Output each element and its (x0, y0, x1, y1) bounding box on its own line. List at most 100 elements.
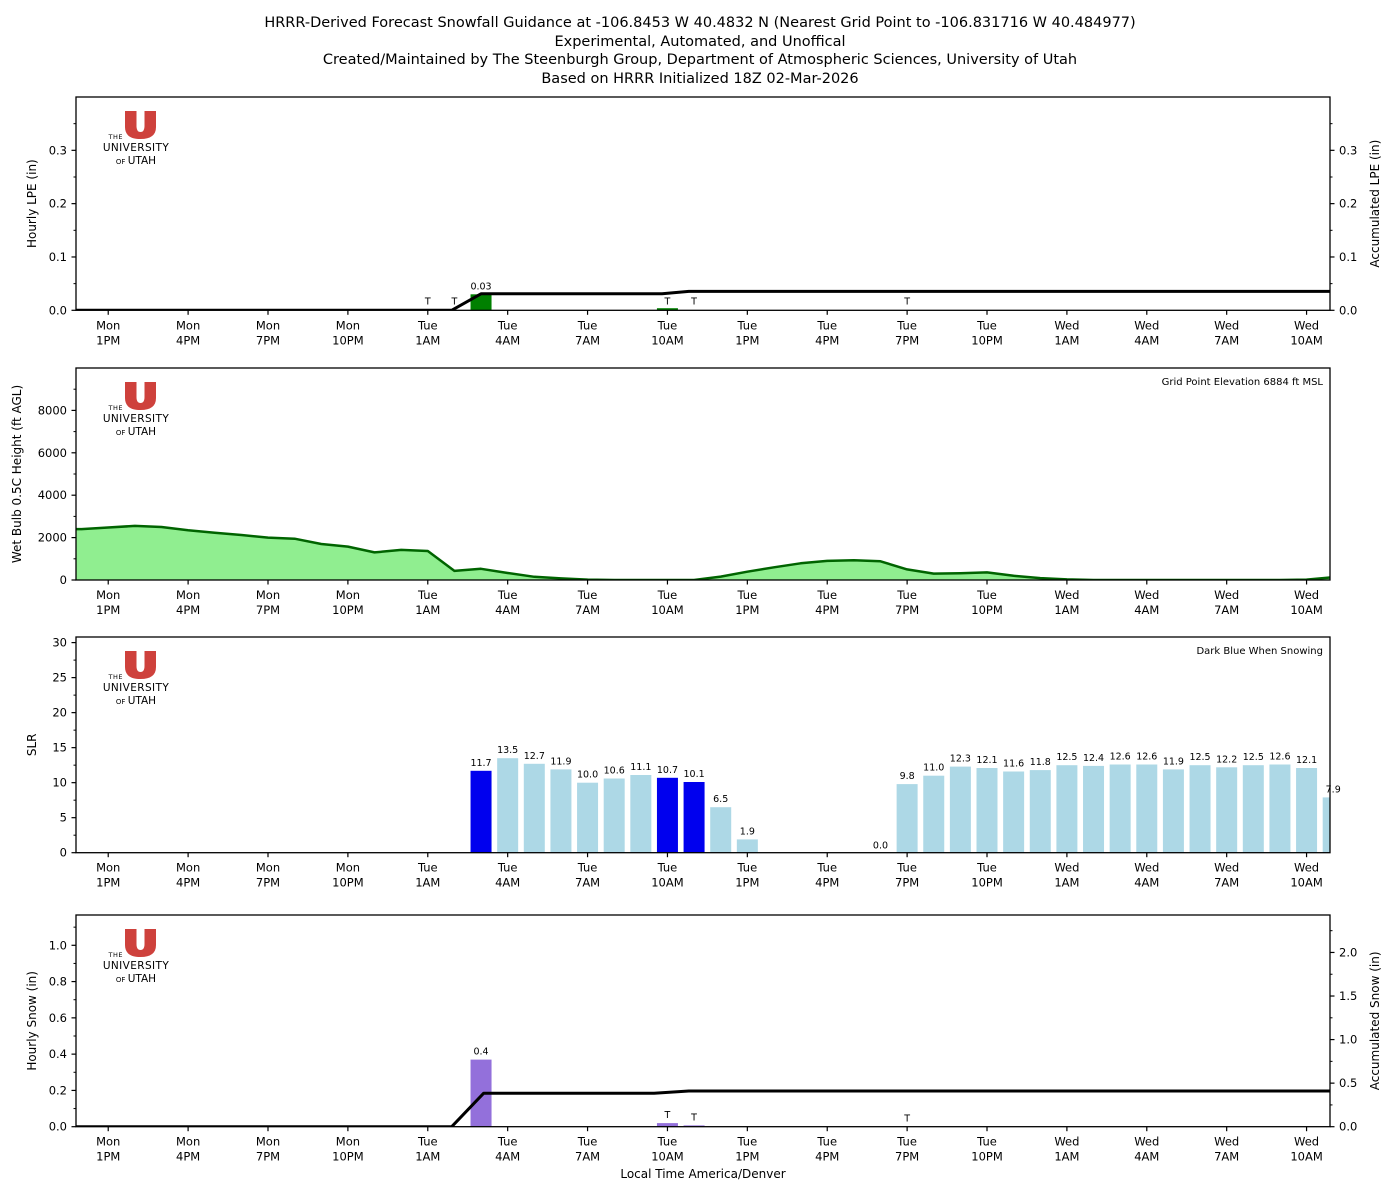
plot-area-hourly-lpe (76, 289, 1330, 311)
bar-slr-h25 (736, 839, 758, 853)
bar-label: T (690, 1112, 697, 1123)
x-tick-time: 1AM (415, 1150, 440, 1164)
wet-bulb-line (76, 524, 1330, 580)
bar-slr-h47 (1322, 797, 1330, 853)
x-tick-day: Tue (737, 1135, 758, 1149)
logo-university: UNIVERSITY (103, 682, 170, 694)
x-tick-time: 1PM (96, 603, 120, 617)
bar-slr-h35 (1003, 771, 1025, 853)
x-tick-day: Tue (816, 861, 837, 875)
trace-label: T (451, 296, 458, 307)
plot-area-hourly-snow (76, 1059, 1330, 1127)
x-tick-time: 7AM (575, 333, 600, 347)
x-tick-day: Tue (896, 588, 917, 602)
y-tick-label: 6000 (38, 446, 67, 460)
x-tick-day: Tue (737, 318, 758, 332)
bar-label: 11.6 (1003, 758, 1024, 769)
x-tick-day: Tue (657, 318, 678, 332)
y-tick-label: 0.0 (49, 1120, 67, 1134)
accumulated-line-hourly-snow (76, 1089, 1330, 1127)
trace-label: T (424, 296, 431, 307)
trace-label: T (903, 296, 910, 307)
utah-u-icon (125, 651, 156, 679)
x-tick-time: 1PM (735, 333, 759, 347)
x-tick-time: 1AM (1054, 1150, 1079, 1164)
bar-label: 12.3 (950, 754, 971, 765)
x-tick-day: Tue (976, 318, 997, 332)
utah-u-icon (125, 382, 156, 410)
x-tick-day: Mon (256, 588, 280, 602)
x-tick-time: 10PM (332, 333, 364, 347)
x-tick-day: Wed (1214, 861, 1239, 875)
bar-slr-h16 (497, 758, 519, 853)
bar-label: 11.0 (923, 763, 944, 774)
x-tick-time: 4PM (815, 1150, 839, 1164)
x-tick-day: Tue (417, 861, 438, 875)
y-axis-label: Hourly Snow (in) (25, 971, 39, 1071)
x-tick-day: Mon (256, 318, 280, 332)
x-tick-day: Tue (497, 318, 518, 332)
bar-label: 12.5 (1189, 752, 1210, 763)
x-tick-time: 7PM (256, 876, 280, 890)
trace-label: T (664, 296, 671, 307)
y-tick-label: 25 (52, 671, 67, 685)
x-tick-time: 10AM (1290, 333, 1322, 347)
x-tick-day: Wed (1294, 861, 1319, 875)
x-tick-day: Mon (176, 318, 200, 332)
utah-u-icon (125, 111, 156, 139)
x-tick-day: Mon (96, 1135, 120, 1149)
x-tick-time: 7PM (895, 333, 919, 347)
x-tick-time: 7PM (256, 603, 280, 617)
y-tick-label: 0.8 (49, 975, 67, 989)
x-tick-day: Wed (1134, 861, 1159, 875)
x-tick-time: 10PM (332, 1150, 364, 1164)
x-tick-time: 7PM (895, 1150, 919, 1164)
title-line-4: Based on HRRR Initialized 18Z 02-Mar-202… (541, 70, 859, 87)
x-tick-time: 4PM (815, 333, 839, 347)
y-tick-label-right: 0.3 (1339, 143, 1357, 157)
bar-slr-h31 (896, 784, 918, 853)
x-tick-time: 1PM (96, 876, 120, 890)
bar-slr-h22 (656, 777, 678, 853)
bar-slr-h23 (683, 782, 705, 853)
x-tick-time: 10PM (971, 1150, 1003, 1164)
x-tick-day: Tue (657, 1135, 678, 1149)
x-tick-day: Mon (96, 318, 120, 332)
x-tick-time: 10PM (971, 333, 1003, 347)
logo-of-utah: OF UTAH (116, 973, 156, 985)
plot-area-wet-bulb-height (76, 524, 1330, 580)
x-tick-time: 1AM (1054, 876, 1079, 890)
x-tick-time: 4AM (495, 603, 520, 617)
x-tick-day: Tue (737, 588, 758, 602)
bar-slr-h46 (1296, 768, 1318, 853)
x-tick-day: Tue (816, 588, 837, 602)
x-tick-time: 10AM (1290, 1150, 1322, 1164)
x-tick-day: Tue (816, 1135, 837, 1149)
bar-slr-h40 (1136, 764, 1158, 853)
x-tick-time: 1AM (415, 603, 440, 617)
bar-label: 9.8 (900, 771, 915, 782)
panel-hourly-snow: 0.4 T T T 0.0 0.2 0.4 0.6 0.8 1.0 0.0 0.5 1.0 1.5 2.0 A… (25, 914, 1382, 1164)
y-tick-label-right: 0.1 (1339, 250, 1357, 264)
bar-label: 12.4 (1083, 753, 1104, 764)
x-tick-day: Mon (96, 861, 120, 875)
y-axis-label: SLR (25, 734, 39, 757)
bar-slr-h18 (550, 769, 572, 853)
y-tick-label: 0.2 (49, 1083, 67, 1097)
y-tick-label: 0 (60, 846, 67, 860)
x-tick-time: 10AM (651, 876, 683, 890)
x-tick-day: Mon (176, 1135, 200, 1149)
x-tick-day: Tue (976, 861, 997, 875)
x-tick-day: Tue (497, 588, 518, 602)
bar-label: 10.0 (577, 770, 598, 781)
x-tick-time: 4AM (1134, 1150, 1159, 1164)
x-tick-day: Tue (816, 318, 837, 332)
plot-area-slr (470, 758, 1330, 853)
y-tick-label: 5 (60, 811, 67, 825)
x-tick-time: 1PM (96, 1150, 120, 1164)
x-tick-time: 7AM (1214, 603, 1239, 617)
logo-of-utah: OF UTAH (116, 695, 156, 707)
logo-of-utah: OF UTAH (116, 426, 156, 438)
bar-slr-h34 (976, 768, 998, 853)
